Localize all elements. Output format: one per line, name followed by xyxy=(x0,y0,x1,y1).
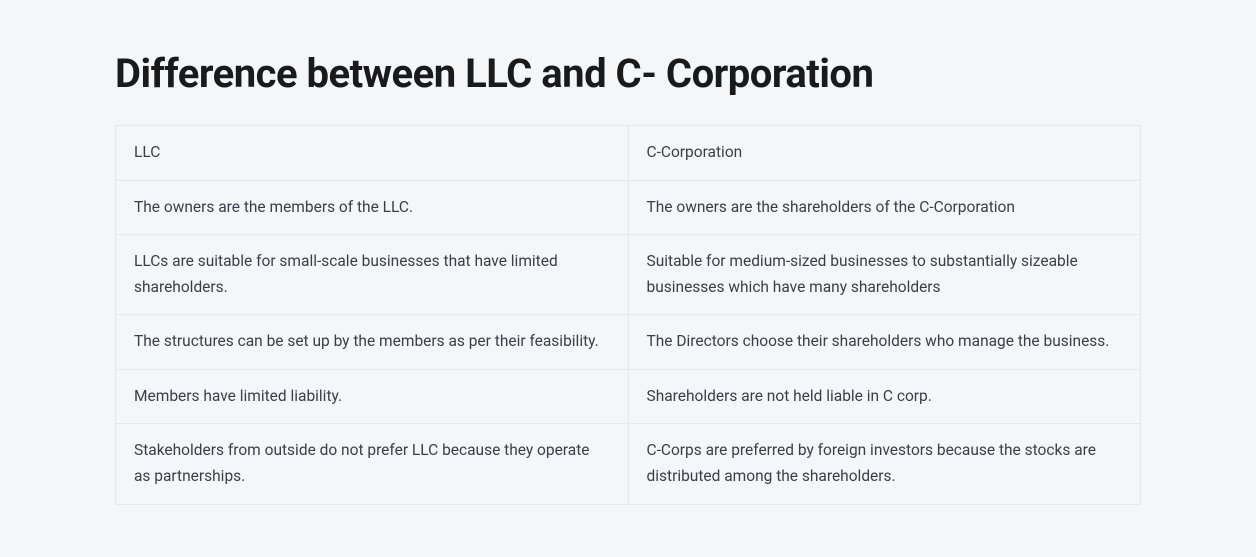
cell-llc: LLCs are suitable for small-scale busine… xyxy=(116,235,629,315)
table-header-row: LLC C-Corporation xyxy=(116,126,1141,181)
cell-llc: Members have limited liability. xyxy=(116,369,629,424)
column-header-llc: LLC xyxy=(116,126,629,181)
cell-ccorp: The Directors choose their shareholders … xyxy=(628,315,1141,370)
cell-llc: Stakeholders from outside do not prefer … xyxy=(116,424,629,504)
table-row: Stakeholders from outside do not prefer … xyxy=(116,424,1141,504)
cell-ccorp: Shareholders are not held liable in C co… xyxy=(628,369,1141,424)
cell-llc: The owners are the members of the LLC. xyxy=(116,180,629,235)
table-row: The structures can be set up by the memb… xyxy=(116,315,1141,370)
cell-ccorp: Suitable for medium-sized businesses to … xyxy=(628,235,1141,315)
table-row: LLCs are suitable for small-scale busine… xyxy=(116,235,1141,315)
comparison-table: LLC C-Corporation The owners are the mem… xyxy=(115,125,1141,505)
cell-llc: The structures can be set up by the memb… xyxy=(116,315,629,370)
cell-ccorp: The owners are the shareholders of the C… xyxy=(628,180,1141,235)
cell-ccorp: C-Corps are preferred by foreign investo… xyxy=(628,424,1141,504)
table-row: The owners are the members of the LLC. T… xyxy=(116,180,1141,235)
page-title: Difference between LLC and C- Corporatio… xyxy=(115,50,1141,97)
table-row: Members have limited liability. Sharehol… xyxy=(116,369,1141,424)
column-header-ccorp: C-Corporation xyxy=(628,126,1141,181)
